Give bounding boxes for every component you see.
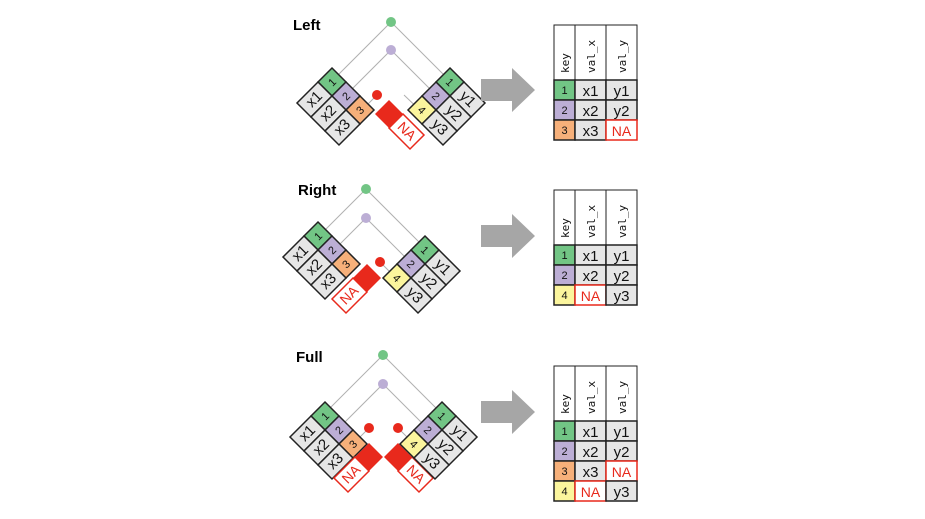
arrow-icon (481, 68, 535, 112)
header-key: key (559, 394, 572, 414)
match-dot-1 (386, 17, 396, 27)
panel-title: Right (298, 182, 336, 199)
key-label: 3 (561, 466, 567, 478)
key-label: 1 (561, 426, 567, 438)
val-y-cell: y2 (614, 444, 630, 461)
match-dot-1 (378, 350, 388, 360)
match-dot-2 (378, 379, 388, 389)
val-x-cell: x2 (583, 268, 599, 285)
val-x-cell: x1 (583, 83, 599, 100)
match-dot-2 (361, 213, 371, 223)
panel-left: Left 1 2 3 x1 x2 x3 (293, 17, 638, 151)
table-row: 2 x2 y2 (553, 264, 638, 286)
na-dot (375, 257, 385, 267)
table-row: 1 x1 y1 (553, 79, 638, 101)
left-input-table-cells (288, 400, 369, 481)
header-val-x: val_x (585, 205, 598, 238)
key-label: 1 (561, 250, 567, 262)
na-cell (330, 276, 369, 315)
arrow-icon (481, 214, 535, 258)
table-row: 1 x1 y1 (553, 420, 638, 442)
na-label: NA (581, 484, 601, 500)
key-label: 4 (561, 486, 567, 498)
right-input-table-cells (381, 234, 462, 315)
table-row: 4 NA y3 (553, 284, 638, 306)
header-val-y: val_y (616, 381, 629, 414)
val-x-cell: x1 (583, 424, 599, 441)
na-cell (387, 112, 426, 151)
table-row: 3 x3 NA (553, 460, 638, 482)
right-input-table-cells (398, 400, 479, 481)
header-val-y: val_y (616, 40, 629, 73)
panel-right: Right 1 2 3 x1 x2 x3 NA (281, 182, 638, 315)
val-x-cell: x1 (583, 248, 599, 265)
na-label: NA (581, 288, 601, 304)
result-table: key val_x val_y 1 x1 y1 2 x2 y2 (553, 189, 638, 306)
panel-full: Full 1 2 3 x1 x2 x3 NA (288, 349, 638, 502)
header-val-x: val_x (585, 381, 598, 414)
na-cell (332, 455, 371, 494)
result-table: key val_x val_y 1 x1 y1 2 x2 y2 (553, 24, 638, 141)
key-label: 2 (561, 105, 567, 117)
na-dot (393, 423, 403, 433)
table-row: 3 x3 NA (553, 119, 638, 141)
panel-title: Left (293, 17, 321, 34)
arrow-icon (481, 390, 535, 434)
panel-title: Full (296, 349, 323, 366)
key-label: 4 (561, 290, 567, 302)
header-row (553, 365, 638, 422)
na-label: NA (612, 123, 632, 139)
left-input-table-cells (281, 220, 362, 301)
val-y-cell: y2 (614, 268, 630, 285)
na-label: NA (612, 464, 632, 480)
result-table: key val_x val_y 1 x1 y1 2 x2 y2 (553, 365, 638, 502)
header-val-y: val_y (616, 205, 629, 238)
header-row (553, 24, 638, 81)
right-input-table-cells (406, 66, 487, 147)
val-y-cell: y2 (614, 103, 630, 120)
table-row: 2 x2 y2 (553, 440, 638, 462)
table-row: 2 x2 y2 (553, 99, 638, 121)
na-dot (364, 423, 374, 433)
table-row: 1 x1 y1 (553, 244, 638, 266)
val-y-cell: y3 (614, 288, 630, 305)
val-x-cell: x2 (583, 444, 599, 461)
match-dot-1 (361, 184, 371, 194)
val-x-cell: x3 (583, 464, 599, 481)
val-x-cell: x3 (583, 123, 599, 140)
key-label: 3 (561, 125, 567, 137)
key-label: 2 (561, 270, 567, 282)
val-y-cell: y1 (614, 424, 630, 441)
match-dot-2 (386, 45, 396, 55)
key-label: 2 (561, 446, 567, 458)
val-y-cell: y1 (614, 83, 630, 100)
table-row: 4 NA y3 (553, 480, 638, 502)
key-label: 1 (561, 85, 567, 97)
header-row (553, 189, 638, 246)
header-val-x: val_x (585, 40, 598, 73)
val-y-cell: y1 (614, 248, 630, 265)
na-dot (372, 90, 382, 100)
left-input-table-cells (295, 66, 376, 147)
header-key: key (559, 218, 572, 238)
val-x-cell: x2 (583, 103, 599, 120)
val-y-cell: y3 (614, 484, 630, 501)
header-key: key (559, 53, 572, 73)
